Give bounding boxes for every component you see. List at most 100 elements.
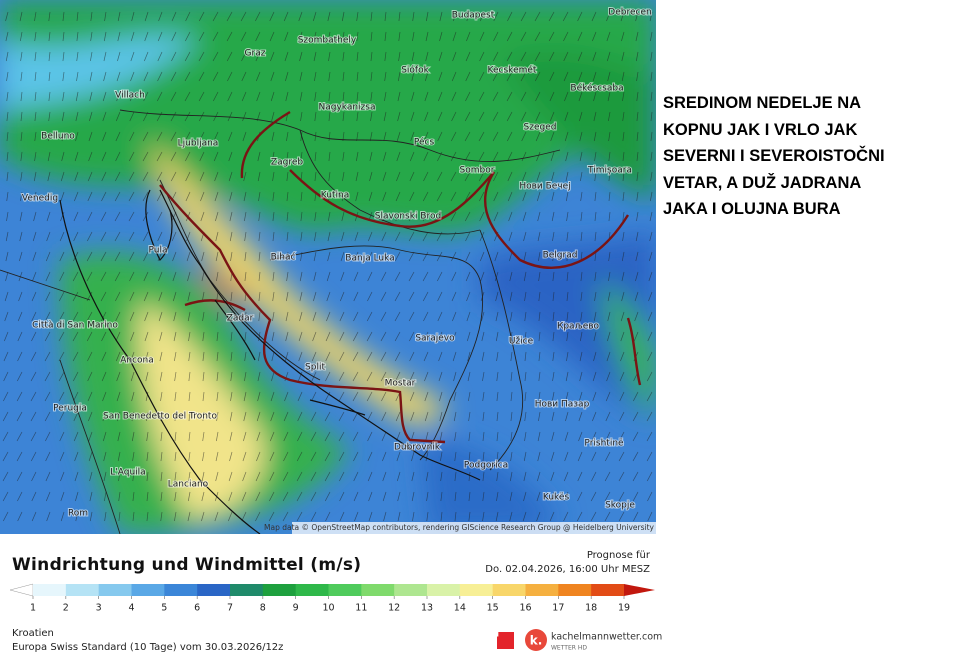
wind-arrow: [620, 311, 625, 322]
wind-arrow: [608, 251, 611, 262]
wind-arrow: [173, 331, 177, 342]
wind-arrow: [591, 431, 597, 442]
wind-arrow: [170, 71, 177, 82]
place-labels: Budapest Debrecen Graz Szombathely Siófok Kec…: [21, 7, 653, 520]
wind-arrow: [647, 351, 653, 362]
wind-arrow: [6, 71, 9, 82]
wind-arrow: [45, 271, 51, 282]
wind-arrow: [370, 71, 373, 82]
wind-arrow: [537, 211, 541, 222]
wind-arrow: [90, 31, 93, 42]
wind-arrow: [580, 171, 583, 182]
wind-arrow: [506, 71, 513, 82]
wind-arrow: [339, 351, 345, 362]
wind-arrow: [171, 51, 177, 62]
wind-arrow: [16, 411, 23, 422]
wind-arrow: [74, 171, 79, 182]
wind-arrow: [4, 291, 9, 302]
wind-arrow: [212, 71, 219, 82]
wind-arrow: [537, 471, 541, 482]
wind-arrow: [286, 191, 289, 202]
wind-arrow: [87, 351, 93, 362]
wind-arrow: [258, 251, 261, 262]
wind-arrow: [298, 331, 303, 342]
wind-arrow: [466, 311, 471, 322]
wind-arrow: [89, 471, 93, 482]
wind-arrow: [566, 291, 569, 302]
wind-arrow: [341, 231, 345, 242]
wind-arrow: [509, 251, 513, 262]
wind-arrow: [464, 171, 471, 182]
wind-arrow: [257, 151, 261, 162]
wind-arrow: [439, 411, 443, 422]
wind-arrow: [520, 71, 527, 82]
wind-arrow: [524, 311, 527, 322]
wind-arrow: [381, 411, 387, 422]
wind-arrow: [564, 91, 569, 102]
wind-arrow: [200, 191, 205, 202]
wind-arrow: [146, 451, 149, 462]
wind-arrow: [396, 131, 401, 142]
wind-arrow: [172, 251, 177, 262]
wind-arrow: [226, 11, 233, 22]
scale-segment: [98, 584, 132, 596]
wind-arrow: [45, 291, 51, 302]
wind-arrow: [536, 491, 541, 502]
wind-arrow: [510, 351, 513, 362]
wind-arrow: [46, 211, 51, 222]
wind-arrow: [198, 71, 205, 82]
place-label: Timișoara: [587, 166, 632, 176]
wind-arrow: [338, 371, 345, 382]
wind-arrow: [89, 71, 93, 82]
wind-arrow: [422, 231, 429, 242]
wind-arrow: [370, 11, 373, 22]
wind-arrow: [619, 391, 625, 402]
wind-arrow: [380, 271, 387, 282]
wind-arrow: [314, 231, 317, 242]
wind-arrow: [198, 91, 205, 102]
wind-arrow: [383, 131, 387, 142]
wind-arrow: [412, 31, 415, 42]
wind-arrow: [6, 211, 9, 222]
wind-arrow: [440, 511, 443, 522]
wind-arrow: [48, 71, 51, 82]
wind-arrow: [397, 511, 401, 522]
wind-arrow: [608, 111, 611, 122]
wind-arrow: [604, 491, 611, 502]
wind-arrow: [132, 491, 135, 502]
wind-arrow: [395, 411, 401, 422]
wind-arrow: [496, 451, 499, 462]
wind-arrow: [451, 291, 457, 302]
wind-arrow: [327, 11, 331, 22]
wind-arrow: [566, 311, 569, 322]
wind-arrow: [507, 151, 513, 162]
wind-arrow: [90, 51, 93, 62]
wind-arrow: [160, 451, 163, 462]
wind-arrow: [327, 31, 331, 42]
wind-arrow: [188, 331, 191, 342]
wind-arrow: [104, 491, 107, 502]
wind-arrow: [172, 291, 177, 302]
wind-arrow: [226, 51, 233, 62]
wind-arrow: [410, 111, 415, 122]
wind-arrow: [170, 151, 177, 162]
wind-arrow: [117, 431, 121, 442]
wind-arrow: [607, 291, 611, 302]
wind-arrow: [466, 331, 471, 342]
wind-arrow: [606, 11, 611, 22]
wind-arrow: [129, 271, 135, 282]
wind-arrow: [327, 251, 331, 262]
wind-arrow: [298, 351, 303, 362]
wind-arrow: [103, 31, 107, 42]
wind-arrow: [212, 11, 219, 22]
wind-arrow: [633, 511, 639, 522]
wind-arrow: [341, 211, 345, 222]
wind-arrow: [398, 11, 401, 22]
wind-arrow: [116, 371, 121, 382]
wind-arrow: [72, 291, 79, 302]
place-label: Ljubljana: [178, 139, 219, 149]
wind-arrow: [185, 171, 191, 182]
wind-arrow: [381, 391, 387, 402]
scale-segment: [591, 584, 625, 596]
wind-arrow: [74, 151, 79, 162]
